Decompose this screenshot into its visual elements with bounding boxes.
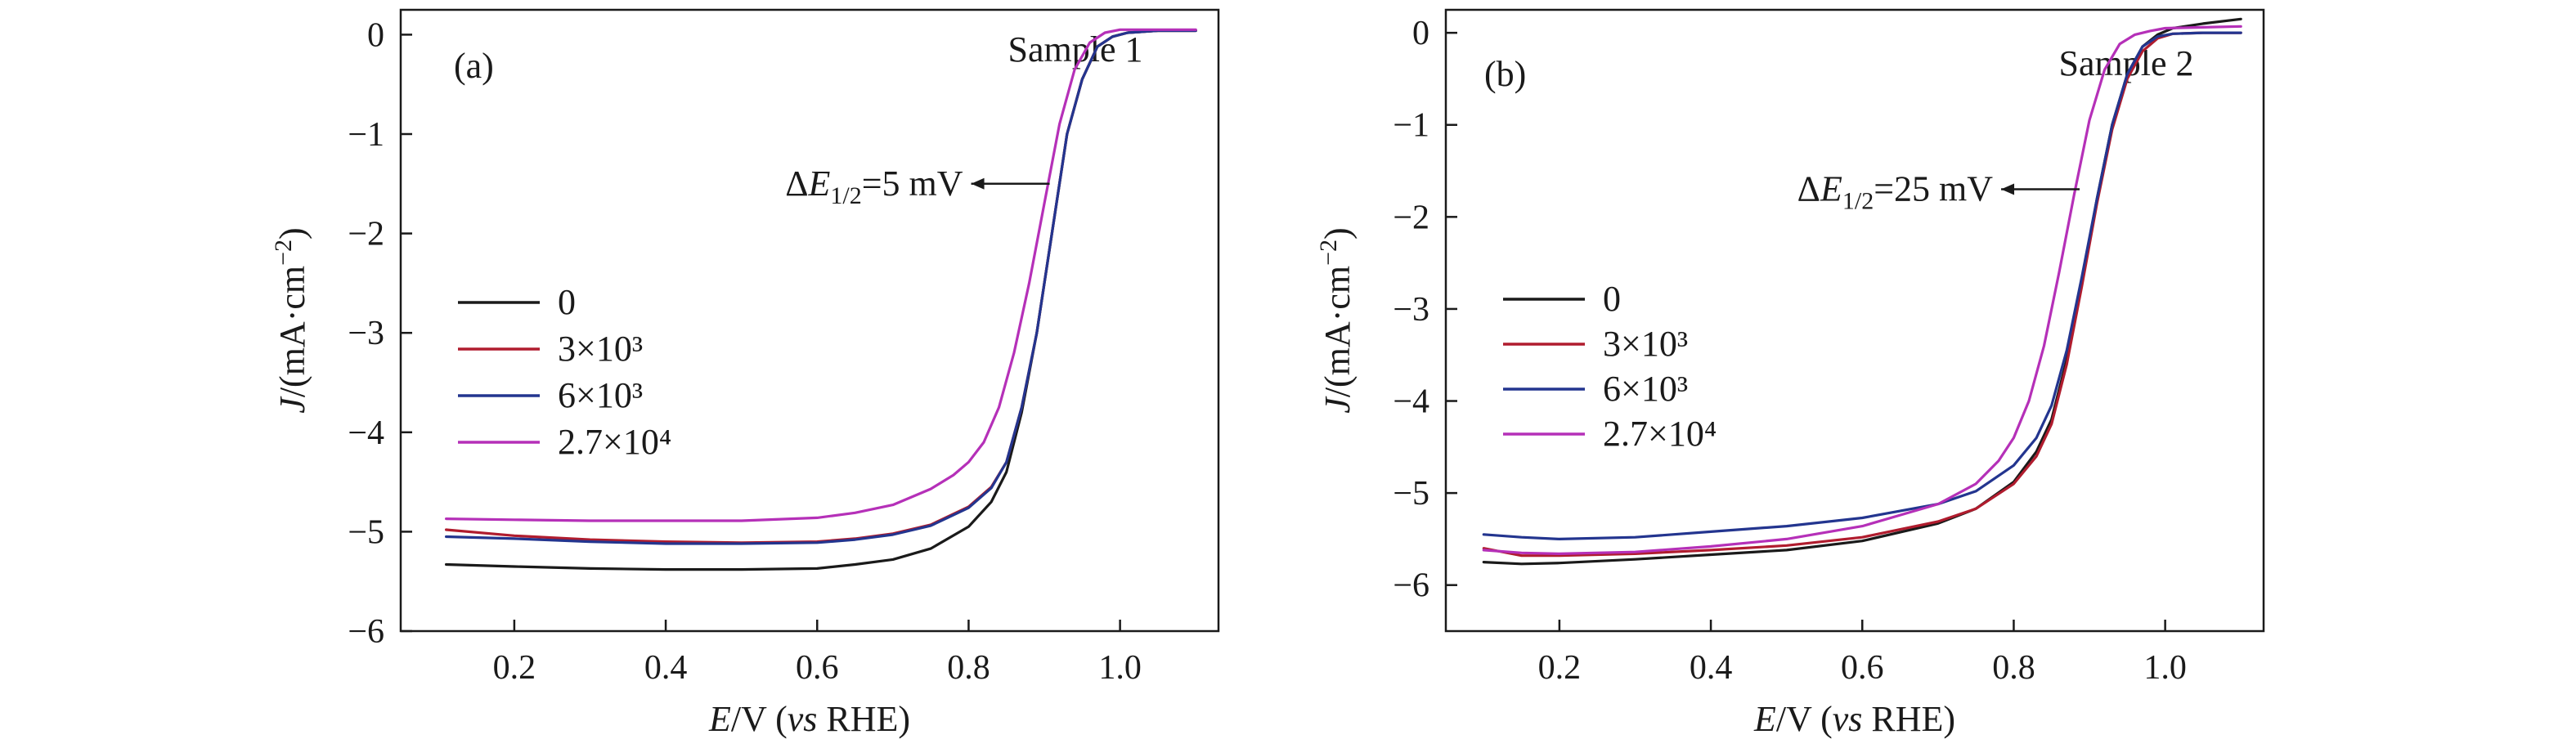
y-tick-label: −5 bbox=[348, 513, 384, 551]
legend-label: 3×10³ bbox=[1603, 324, 1688, 364]
series-line-1 bbox=[1482, 31, 2242, 558]
x-tick-label: 0.2 bbox=[493, 649, 536, 687]
y-tick-label: 0 bbox=[367, 16, 384, 54]
y-tick-label: −6 bbox=[1393, 567, 1429, 605]
legend-label: 3×10³ bbox=[558, 329, 643, 369]
y-tick-label: −4 bbox=[348, 414, 384, 452]
y-tick-label: −1 bbox=[348, 116, 384, 154]
y-tick-label: 0 bbox=[1412, 15, 1429, 52]
legend-label: 0 bbox=[558, 282, 576, 322]
x-tick-label: 0.6 bbox=[796, 649, 839, 687]
arrowhead-icon bbox=[2001, 183, 2015, 195]
arrowhead-icon bbox=[971, 177, 985, 190]
series-line-3 bbox=[445, 28, 1197, 522]
delta-e-annotation: ΔE1/2=5 mV bbox=[785, 163, 963, 209]
x-tick-label: 1.0 bbox=[1098, 649, 1142, 687]
panel-a: 0.2 0.4 0.6 0.8 1.0 0 −1 −2 −3 −4 −5 −6 E/V (vs RHE)… bbox=[270, 8, 1220, 739]
y-tick-label: −5 bbox=[1393, 475, 1429, 513]
x-tick-label: 0.4 bbox=[1690, 649, 1733, 687]
y-tick-label: −6 bbox=[348, 613, 384, 651]
x-tick-label: 0.4 bbox=[644, 649, 688, 687]
series-line-0 bbox=[1482, 17, 2242, 566]
y-tick-label: −1 bbox=[1393, 107, 1429, 145]
legend-label: 6×10³ bbox=[1603, 369, 1688, 409]
y-axis-label: J/(mA·cm−2) bbox=[1315, 227, 1358, 413]
plot-frame bbox=[399, 8, 1220, 633]
y-axis-label: J/(mA·cm−2) bbox=[270, 227, 312, 413]
x-axis-label: E/V (vs RHE) bbox=[1753, 699, 1955, 739]
x-tick-label: 0.2 bbox=[1538, 649, 1582, 687]
y-tick-label: −2 bbox=[1393, 199, 1429, 236]
y-tick-label: −2 bbox=[348, 216, 384, 253]
sample-title: Sample 1 bbox=[1008, 29, 1143, 69]
x-tick-label: 0.6 bbox=[1841, 649, 1884, 687]
legend-label: 0 bbox=[1603, 279, 1621, 319]
panel-label: (a) bbox=[454, 46, 494, 86]
y-tick-label: −4 bbox=[1393, 383, 1429, 421]
legend: 0 3×10³ 6×10³ 2.7×10⁴ bbox=[1503, 279, 1717, 454]
y-tick-label: −3 bbox=[1393, 291, 1429, 329]
delta-e-annotation: ΔE1/2=25 mV bbox=[1797, 169, 1994, 215]
series-line-3 bbox=[1482, 25, 2242, 555]
legend: 0 3×10³ 6×10³ 2.7×10⁴ bbox=[458, 282, 671, 462]
legend-label: 2.7×10⁴ bbox=[558, 422, 671, 462]
x-tick-label: 0.8 bbox=[947, 649, 990, 687]
legend-label: 6×10³ bbox=[558, 375, 643, 415]
series-line-2 bbox=[1482, 31, 2242, 540]
x-tick-label: 0.8 bbox=[1992, 649, 2035, 687]
x-tick-label: 1.0 bbox=[2143, 649, 2187, 687]
y-tick-label: −3 bbox=[348, 315, 384, 352]
legend-label: 2.7×10⁴ bbox=[1603, 414, 1717, 454]
series-line-2 bbox=[445, 29, 1197, 545]
plot-frame bbox=[1444, 8, 2265, 633]
panel-b: 0.2 0.4 0.6 0.8 1.0 0 −1 −2 −3 −4 −5 −6 E/V (vs RHE)… bbox=[1315, 8, 2265, 739]
panel-label: (b) bbox=[1484, 54, 1526, 94]
x-axis-label: E/V (vs RHE) bbox=[708, 699, 910, 739]
